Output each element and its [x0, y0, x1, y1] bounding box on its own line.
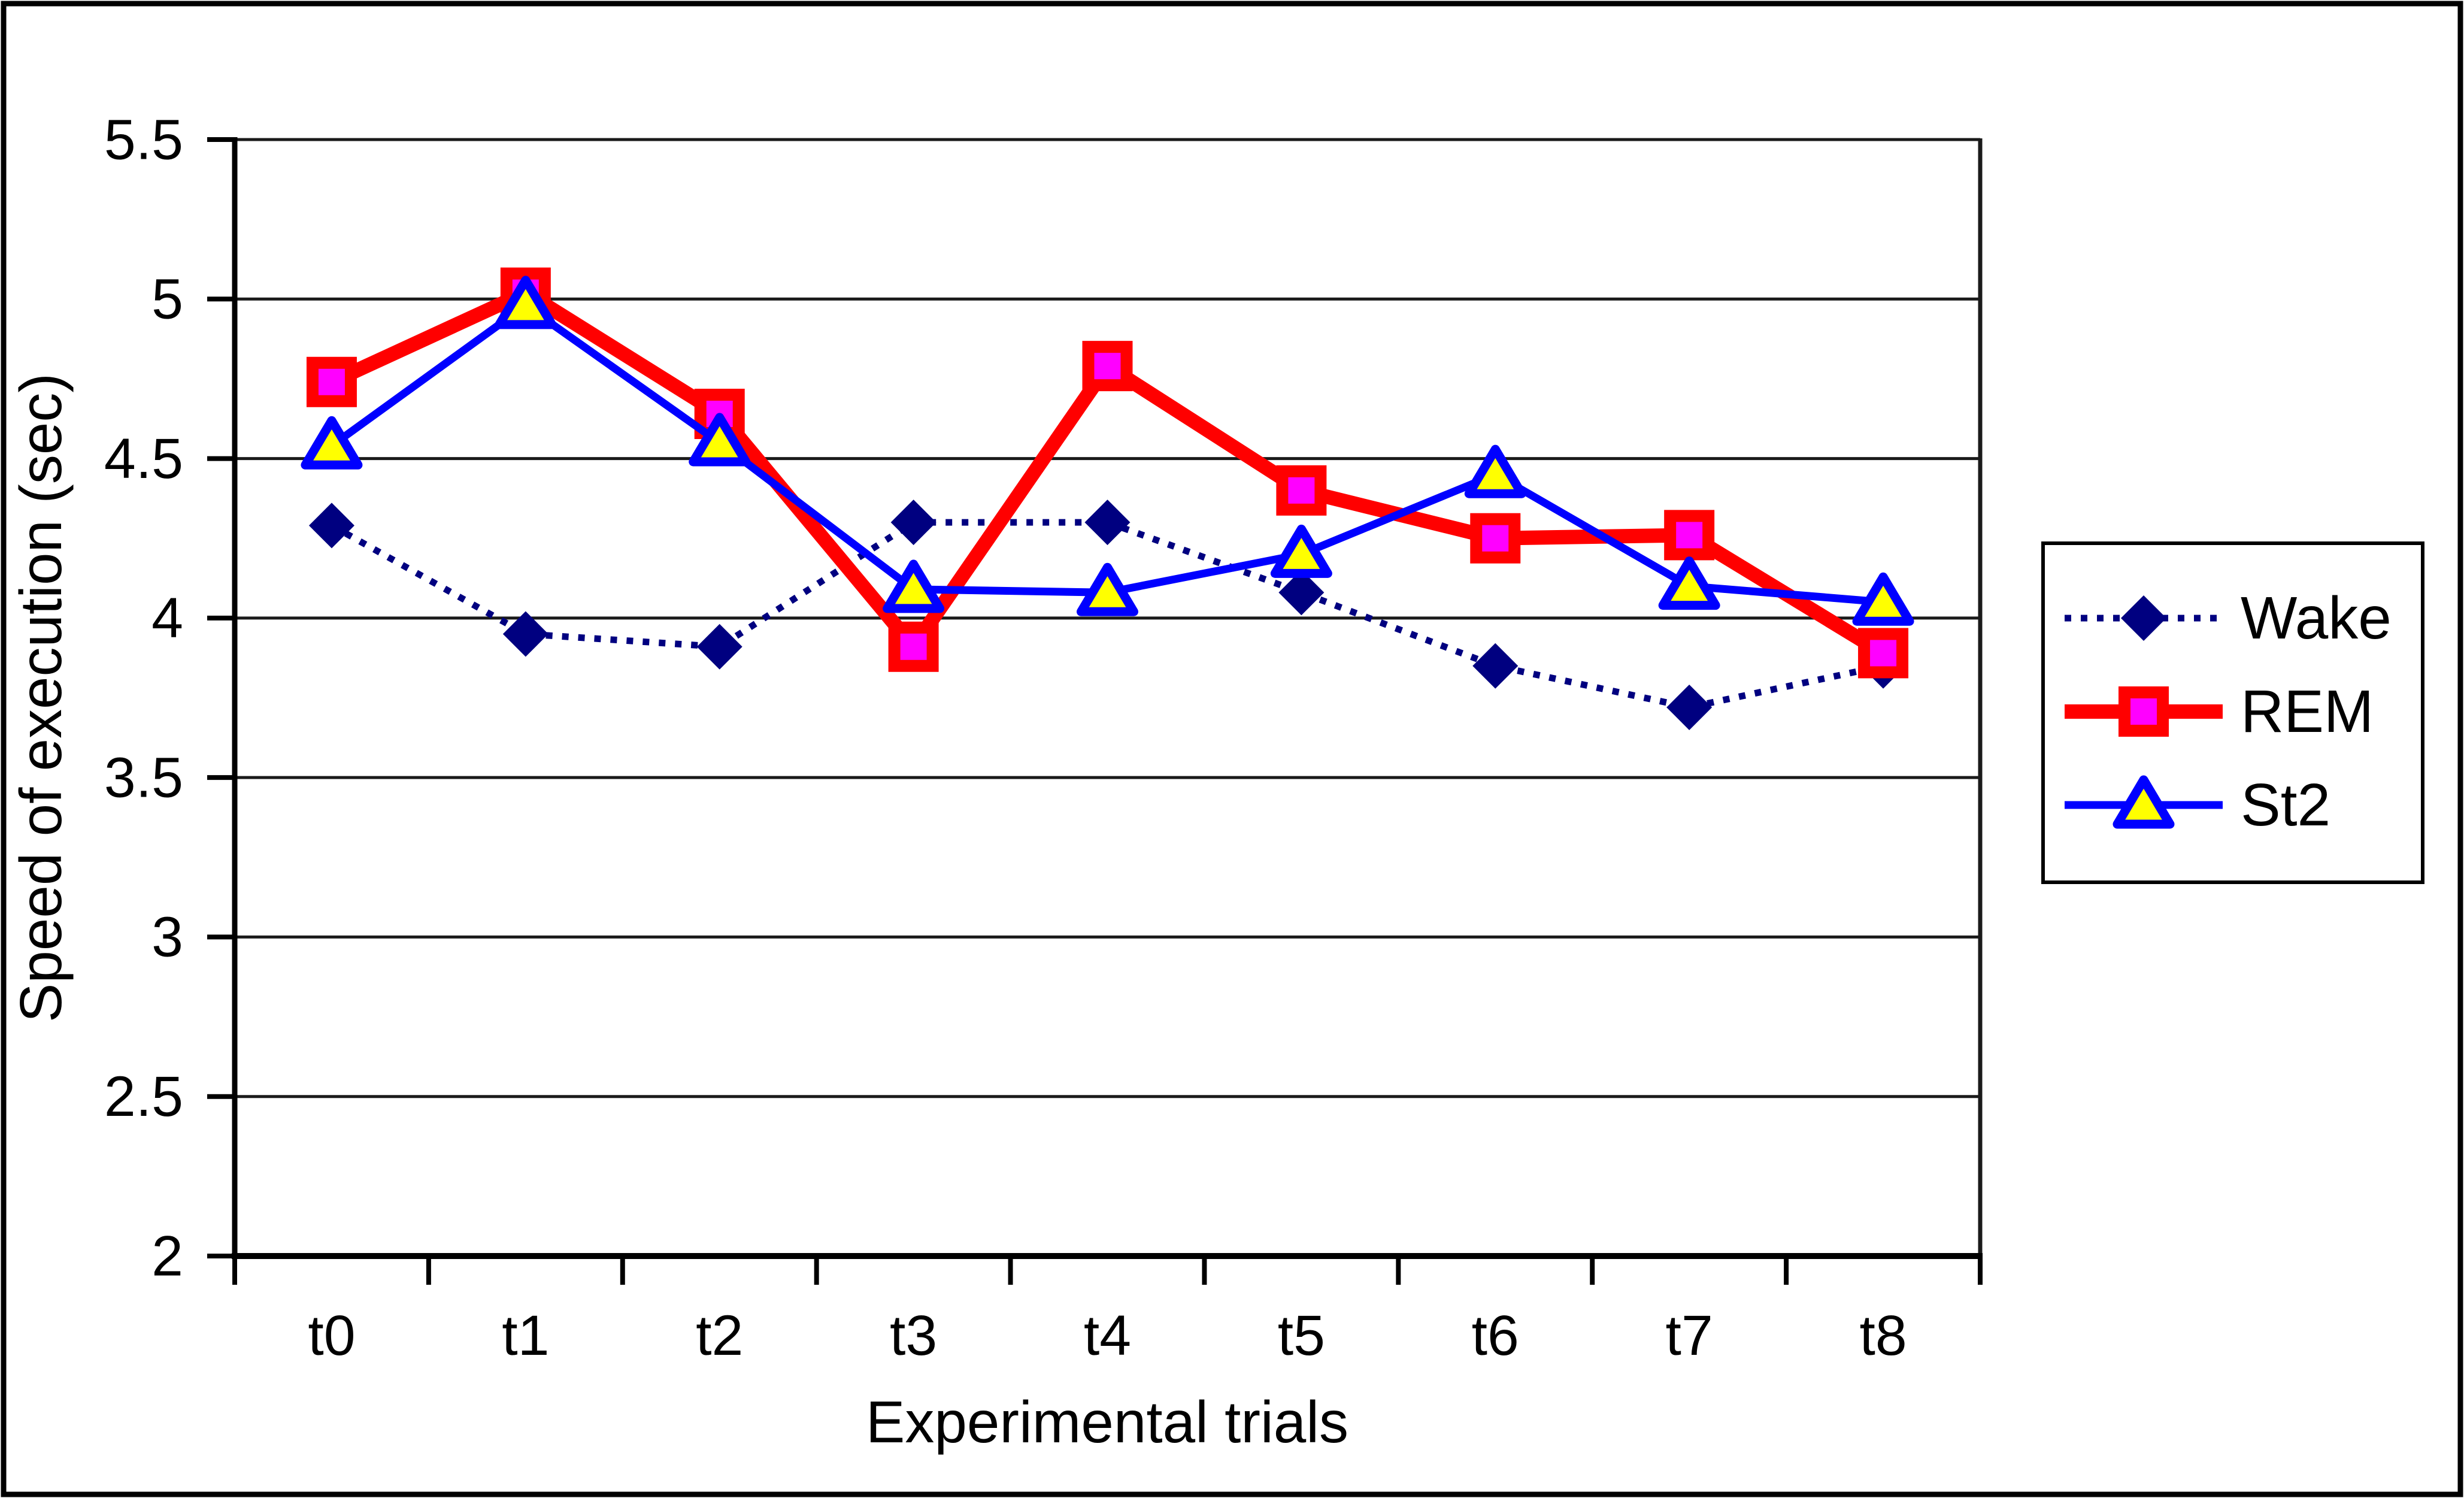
x-tick-label: t8 [1859, 1304, 1907, 1367]
y-tick-label: 5 [151, 268, 183, 331]
x-tick-label: t6 [1472, 1304, 1519, 1367]
marker-rem-8 [1858, 628, 1909, 679]
y-tick-label: 3.5 [104, 746, 183, 809]
y-tick-label: 3 [151, 906, 183, 969]
marker-st2-8 [1852, 572, 1914, 626]
y-tick-label: 2 [151, 1224, 183, 1288]
x-tick-label: t5 [1278, 1304, 1325, 1367]
legend-item-wake: Wake [2065, 585, 2392, 652]
legend-marker-rem [2119, 686, 2169, 737]
marker-wake-0 [308, 503, 354, 549]
legend-label-st2: St2 [2241, 771, 2330, 839]
x-tick-label: t7 [1666, 1304, 1713, 1367]
x-tick-label: t0 [308, 1304, 355, 1367]
marker-st2-5 [1270, 524, 1332, 578]
marker-st2-7 [1658, 556, 1720, 610]
x-tick-label: t1 [502, 1304, 549, 1367]
y-tick-label: 4 [151, 586, 183, 650]
y-tick-label: 4.5 [104, 427, 183, 491]
x-tick-label: t3 [890, 1304, 937, 1367]
marker-st2-4 [1077, 562, 1138, 616]
marker-st2-6 [1464, 444, 1526, 498]
axis-layer: 2 2.5 3 3.5 4 4.5 5 5.5 t0 t1 t2 t3 t4 t5 t6 t7 t8 [104, 108, 1983, 1367]
marker-rem-5 [1276, 465, 1327, 516]
marker-rem-3 [888, 621, 939, 672]
legend-item-rem: REM [2065, 678, 2374, 745]
y-tick-label: 5.5 [104, 108, 183, 171]
x-tick-label: t2 [696, 1304, 743, 1367]
marker-st2-0 [301, 416, 363, 470]
marker-rem-7 [1664, 510, 1715, 561]
marker-wake-1 [502, 611, 548, 657]
marker-st2-3 [883, 559, 945, 613]
legend-marker-wake [2121, 595, 2166, 641]
marker-wake-5 [1278, 570, 1325, 616]
marker-wake-7 [1666, 684, 1713, 730]
legend-marker-st2 [2113, 775, 2175, 829]
legend-item-st2: St2 [2065, 771, 2330, 839]
y-tick-label: 2.5 [104, 1065, 183, 1128]
marker-st2-1 [495, 276, 557, 329]
marker-rem-4 [1082, 341, 1133, 392]
legend-layer: Wake REM St2 [2041, 541, 2424, 884]
marker-wake-2 [696, 624, 742, 670]
legend-label-wake: Wake [2241, 585, 2392, 652]
marker-st2-2 [689, 413, 751, 467]
marker-wake-6 [1472, 643, 1519, 689]
marker-rem-0 [306, 356, 357, 407]
x-axis-title: Experimental trials [866, 1389, 1348, 1455]
series-layer [301, 267, 1914, 730]
legend-label-rem: REM [2241, 678, 2374, 745]
marker-rem-6 [1470, 513, 1521, 564]
y-axis-title: Speed of execution (sec) [8, 373, 74, 1022]
marker-wake-4 [1084, 500, 1131, 546]
x-tick-label: t4 [1084, 1304, 1131, 1367]
marker-wake-3 [890, 500, 936, 546]
